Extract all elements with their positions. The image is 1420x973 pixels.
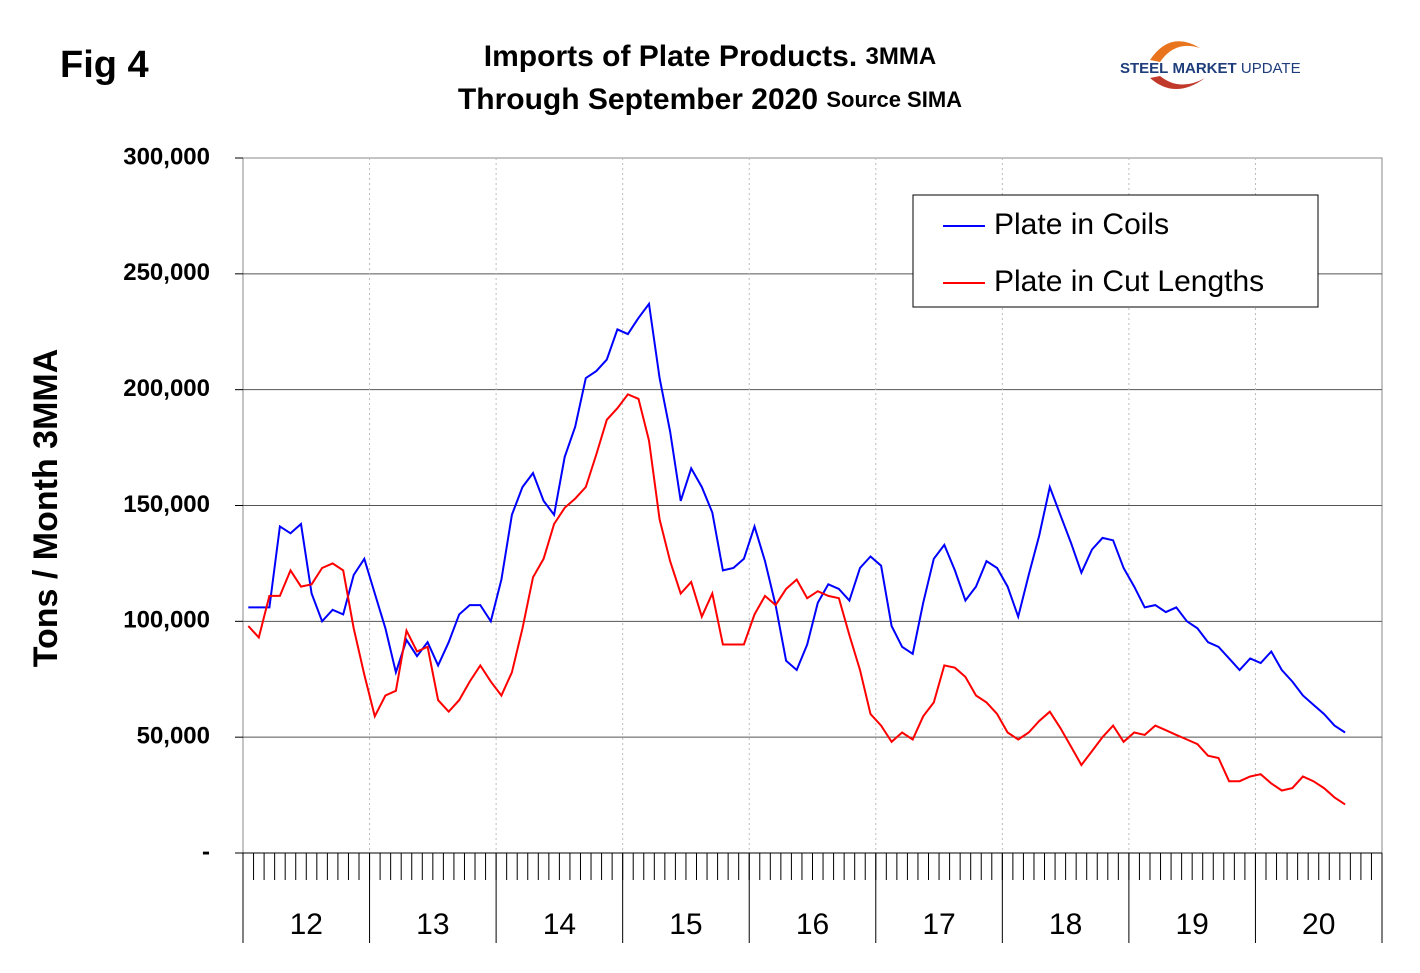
legend: Plate in Coils Plate in Cut Lengths bbox=[912, 194, 1319, 308]
x-group-label: 19 bbox=[1175, 908, 1208, 941]
y-tick-label: 200,000 bbox=[123, 375, 210, 402]
legend-box bbox=[912, 194, 1319, 308]
logo: STEEL MARKET UPDATE bbox=[1120, 41, 1301, 89]
legend-label: Plate in Coils bbox=[994, 208, 1169, 241]
x-group-label: 16 bbox=[796, 908, 829, 941]
title-note: 3MMA bbox=[866, 43, 937, 70]
y-tick-label: 150,000 bbox=[123, 491, 210, 518]
subtitle-main: Through September 2020 bbox=[458, 83, 818, 116]
logo-swoosh bbox=[1150, 76, 1205, 89]
x-group-label: 15 bbox=[669, 908, 702, 941]
subtitle-note: Source SIMA bbox=[826, 87, 962, 112]
series-line bbox=[248, 301, 1346, 734]
x-group-label: 12 bbox=[290, 908, 323, 941]
chart-title: Imports of Plate Products. 3MMA bbox=[484, 40, 936, 73]
logo-text: STEEL MARKET UPDATE bbox=[1120, 60, 1301, 77]
x-group-label: 14 bbox=[543, 908, 576, 941]
y-tick-label: 100,000 bbox=[123, 607, 210, 634]
y-tick-label: 250,000 bbox=[123, 259, 210, 286]
y-tick-label: 300,000 bbox=[123, 143, 210, 170]
logo-word: UPDATE bbox=[1241, 60, 1301, 77]
logo-word: STEEL bbox=[1120, 60, 1168, 77]
series-line bbox=[247, 393, 1346, 806]
x-group-label: 20 bbox=[1302, 908, 1335, 941]
figure-label: Fig 4 bbox=[60, 44, 149, 86]
title-main: Imports of Plate Products. bbox=[484, 40, 857, 73]
y-tick-label: 50,000 bbox=[137, 723, 210, 750]
x-group-label: 13 bbox=[416, 908, 449, 941]
y-tick-label: - bbox=[202, 838, 210, 865]
x-group-label: 17 bbox=[922, 908, 955, 941]
chart-subtitle: Through September 2020 Source SIMA bbox=[458, 83, 962, 116]
y-axis-label: Tons / Month 3MMA bbox=[27, 349, 65, 668]
legend-label: Plate in Cut Lengths bbox=[994, 265, 1264, 298]
logo-swoosh bbox=[1150, 41, 1200, 62]
logo-word: MARKET bbox=[1173, 60, 1237, 77]
x-group-label: 18 bbox=[1049, 908, 1082, 941]
